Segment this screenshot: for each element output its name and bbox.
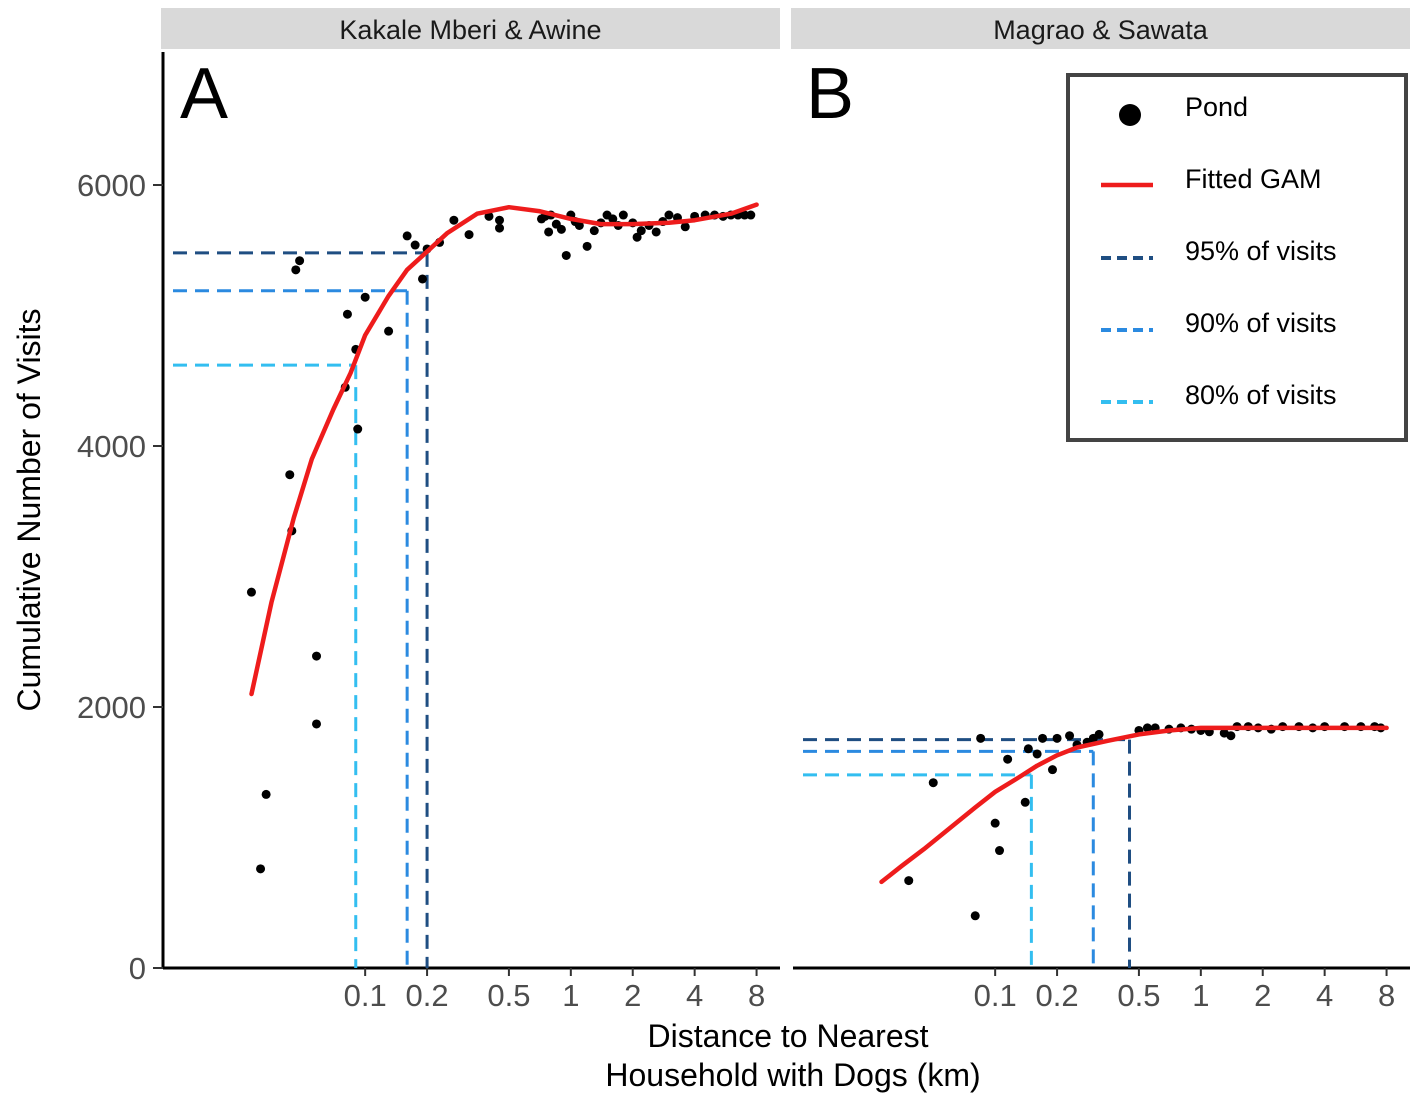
legend-label-3: 95% of visits [1185,236,1337,266]
y-tick-label: 2000 [77,690,146,725]
panel-a-pond-point [574,220,584,230]
y-tick-label: 0 [129,951,146,986]
panel-a-pond-point [464,230,474,240]
panel-b-x-tick-label: 0.5 [1117,978,1160,1013]
panel-b-pond-point [1065,731,1075,741]
panel-b-pond-point [928,778,938,788]
panel-a-pond-point [495,223,505,233]
x-axis-title-line-1: Distance to Nearest [647,1018,928,1054]
panel-b-pond-point [1142,723,1152,733]
panel-a-pond-point [636,226,646,236]
panel-b-x-tick-label: 4 [1316,978,1333,1013]
panel-a-pond-point [312,651,322,661]
panel-b-strip-label: Magrao & Sawata [993,15,1209,45]
panel-b-pond-point [1047,765,1057,775]
y-tick-label: 4000 [77,429,146,464]
panel-a-pond-point [417,274,427,284]
panel-a-letter: A [180,54,228,134]
legend-label-5: 80% of visits [1185,380,1337,410]
panel-a-pond-point [410,240,420,250]
panel-a-pond-point [544,227,554,237]
panel-a-pond-point [495,215,505,225]
panel-b-strip [791,8,1410,49]
panel-b-pond-point [1038,733,1048,743]
panel-a-pond-point [589,226,599,236]
panel-b-gam-curve [879,725,1389,885]
panel-a-x-tick-label: 1 [562,978,579,1013]
panel-a-pond-point [746,210,756,220]
panel-a-pond-point [618,210,628,220]
panel-b-x-tick-label: 8 [1378,978,1395,1013]
panel-a-strip-label: Kakale Mberi & Awine [339,15,601,45]
panel-a-pond-point [608,214,618,224]
panel-b-x-tick-label: 1 [1192,978,1209,1013]
panel-a-gam-curve [249,202,759,697]
panel-a-pond-point [651,227,661,237]
panel-a-x-tick-label: 0.2 [406,978,449,1013]
panel-a-pond-point [384,326,394,336]
panel-a-pond-point [449,215,459,225]
panel-a-pond-point [285,470,295,480]
panel-a-strip [161,8,780,49]
panel-a-pond-point [632,232,642,242]
panel-b-letter: B [806,54,854,134]
legend-key-1 [1119,104,1141,126]
panel-a-pond-point [342,309,352,319]
panel-a-pond-point [291,265,301,275]
panel-b-x-tick-label: 0.1 [974,978,1017,1013]
panel-a-x-tick-label: 0.5 [487,978,530,1013]
panel-b-pond-point [1020,797,1030,807]
panel-a-pond-point [360,292,370,302]
panel-a-x-tick-label: 8 [748,978,765,1013]
panel-b-pond-point [1023,744,1033,754]
panel-a-pond-point [246,587,256,597]
panel-b-pond-point [1003,754,1013,764]
panel-a-x-tick-label: 2 [624,978,641,1013]
legend-label-1: Pond [1185,92,1248,122]
x-axis-title-line-2: Household with Dogs (km) [605,1057,980,1093]
panel-a-x-tick-label: 4 [686,978,703,1013]
panel-a-pond-point [261,789,271,799]
panel-a-x-tick-label: 0.1 [344,978,387,1013]
panel-a-pond-point [582,241,592,251]
panel-b-pond-point [995,846,1005,856]
legend-label-2: Fitted GAM [1185,164,1322,194]
panel-a-pond-point [556,224,566,234]
panel-a-pond-point [295,256,305,266]
panel-b-x-tick-label: 0.2 [1036,978,1079,1013]
panel-b-pond-point [1094,729,1104,739]
panel-a-pond-point [256,864,266,874]
panel-b-pond-point [990,818,1000,828]
panel-b-pond-point [1052,733,1062,743]
panel-a-pond-point [740,210,750,220]
y-tick-label: 6000 [77,168,146,203]
panel-b-pond-point [976,733,986,743]
panel-a-pond-point [402,231,412,241]
panel-b-x-tick-label: 2 [1254,978,1271,1013]
panel-a-pond-point [312,719,322,729]
legend-label-4: 90% of visits [1185,308,1337,338]
panel-a-pond-point [680,222,690,232]
panel-a-pond-point [484,211,494,221]
panel-a-pond-point [664,210,674,220]
panel-a-pond-point [353,424,363,434]
y-axis-title: Cumulative Number of Visits [11,308,47,711]
panel-b-pond-point [1226,731,1236,741]
panel-b-pond-point [1032,749,1042,759]
panel-b-pond-point [904,876,914,886]
panel-a-pond-point [561,250,571,260]
panel-b-pond-point [970,911,980,921]
